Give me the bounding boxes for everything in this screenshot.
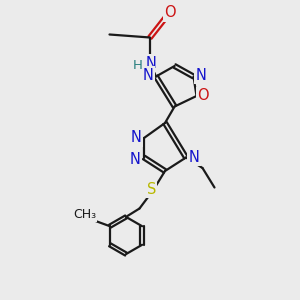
Text: N: N <box>146 56 157 70</box>
Text: S: S <box>147 182 156 196</box>
Text: H: H <box>133 59 142 73</box>
Text: O: O <box>197 88 209 104</box>
Text: O: O <box>164 5 175 20</box>
Text: N: N <box>130 152 140 166</box>
Text: N: N <box>189 150 200 165</box>
Text: N: N <box>130 130 141 146</box>
Text: N: N <box>143 68 154 82</box>
Text: N: N <box>196 68 206 82</box>
Text: CH₃: CH₃ <box>73 208 96 221</box>
